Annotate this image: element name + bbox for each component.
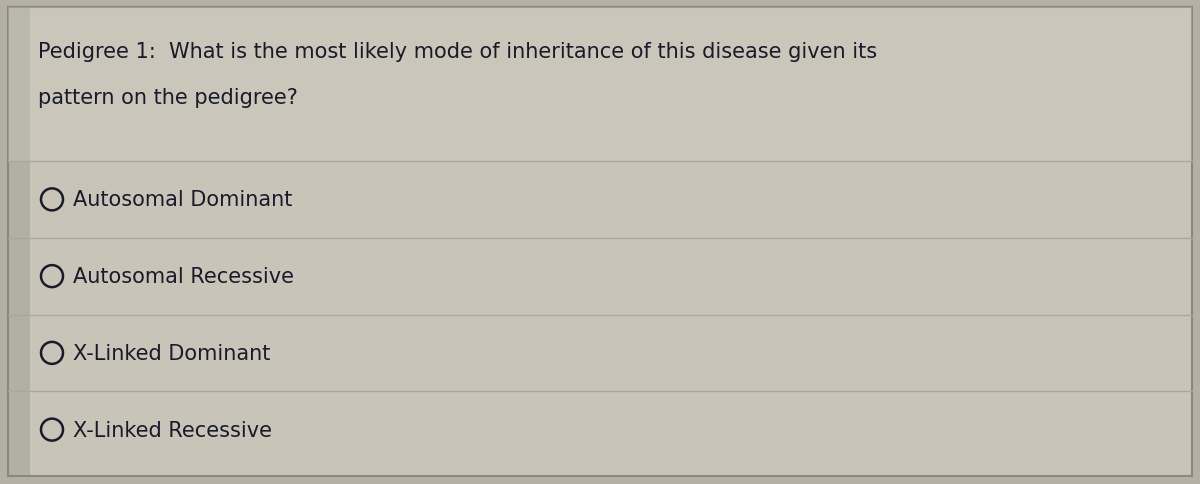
- Text: Autosomal Dominant: Autosomal Dominant: [73, 190, 293, 210]
- Bar: [8, 8, 30, 476]
- Text: pattern on the pedigree?: pattern on the pedigree?: [38, 88, 298, 108]
- Text: X-Linked Recessive: X-Linked Recessive: [73, 420, 272, 440]
- Text: Pedigree 1:  What is the most likely mode of inheritance of this disease given i: Pedigree 1: What is the most likely mode…: [38, 42, 877, 62]
- Bar: [8, 8, 1192, 163]
- Text: X-Linked Dominant: X-Linked Dominant: [73, 343, 270, 363]
- Text: Autosomal Recessive: Autosomal Recessive: [73, 267, 294, 287]
